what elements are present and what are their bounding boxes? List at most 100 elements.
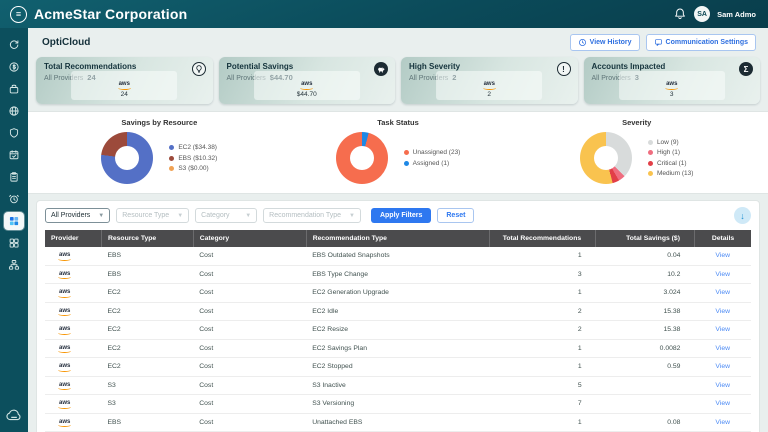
- view-link[interactable]: View: [715, 400, 731, 408]
- aws-logo: aws: [300, 81, 314, 90]
- cell-category: Cost: [193, 357, 307, 377]
- user-avatar[interactable]: SA: [694, 6, 711, 22]
- view-link[interactable]: View: [715, 289, 731, 297]
- recommendations-table: Provider Resource Type Category Recommen…: [45, 230, 751, 432]
- col-total-savings: Total Savings ($): [595, 230, 695, 247]
- cell-recommendation-type: EBS Type Change: [306, 265, 490, 284]
- chevron-down-icon: ▼: [177, 212, 184, 219]
- card-title: Accounts Impacted: [591, 62, 666, 71]
- sidebar-item-savings[interactable]: [4, 80, 24, 98]
- cell-total-recommendations: 3: [489, 265, 596, 284]
- sidebar-item-global[interactable]: [4, 102, 24, 120]
- cell-recommendation-type: EC2 Resize: [306, 320, 490, 340]
- legend-label: Unassigned (23): [412, 149, 461, 157]
- chart-legend: Low (9) High (1) Critical (1) Medium (13): [647, 139, 693, 177]
- sidebar-item-hierarchy[interactable]: [4, 256, 24, 274]
- cell-resource-type: EBS: [101, 247, 194, 266]
- app-title: AcmeStar Corporation: [34, 6, 188, 22]
- sidebar-item-alerts[interactable]: [4, 190, 24, 208]
- communication-settings-button[interactable]: Communication Settings: [645, 34, 756, 51]
- cell-resource-type: EC2: [101, 320, 194, 340]
- hierarchy-icon: [8, 260, 20, 270]
- cell-recommendation-type: EBS Outdated Snapshots: [306, 247, 490, 266]
- cell-category: Cost: [193, 339, 307, 358]
- aws-logo: aws: [57, 345, 72, 354]
- provider-breakdown-chip: aws 2: [436, 71, 543, 100]
- card-scope-label: All Providers: [591, 75, 631, 82]
- notifications-bell-icon[interactable]: [673, 7, 687, 21]
- cell-details: View: [694, 247, 751, 266]
- cell-recommendation-type: EC2 Idle: [306, 302, 490, 321]
- cell-resource-type: S3: [101, 376, 194, 395]
- sidebar-item-tasks[interactable]: [4, 146, 24, 164]
- sidebar-item-billing[interactable]: [4, 58, 24, 76]
- chip-value: 3: [669, 91, 674, 98]
- alert-icon: !: [556, 62, 571, 76]
- provider-breakdown-chip: aws 24: [71, 71, 178, 100]
- aws-logo: aws: [57, 289, 72, 298]
- cell-total-savings: 15.38: [595, 302, 695, 321]
- legend-item: Critical (1): [647, 160, 693, 167]
- category-filter-select: Category ▼: [195, 208, 258, 223]
- view-link[interactable]: View: [715, 252, 731, 260]
- cell-total-savings: 15.38: [595, 320, 695, 340]
- resource-type-placeholder: Resource Type: [122, 212, 170, 219]
- cell-total-recommendations: 2: [489, 302, 596, 321]
- view-link[interactable]: View: [715, 326, 731, 334]
- page-title: OptiCloud: [42, 37, 91, 48]
- chart-legend: EC2 ($34.38) EBS ($10.32) S3 ($0.00): [169, 144, 217, 172]
- cell-recommendation-type: Unattached EBS: [306, 413, 490, 432]
- chart-severity: Severity Low (9) High (1) Critical (1) Medi…: [517, 118, 756, 184]
- cell-category: Cost: [193, 376, 307, 395]
- download-icon[interactable]: ↓: [734, 207, 751, 224]
- view-link[interactable]: View: [715, 363, 731, 371]
- card-accounts-impacted: Accounts Impacted All Providers 3 Σ aws 3: [583, 57, 760, 104]
- aws-logo: aws: [117, 81, 132, 90]
- table-row: aws EC2 Cost EC2 Stopped 1 0.59 View: [45, 357, 751, 377]
- sidebar-item-sync[interactable]: [4, 36, 24, 54]
- cell-resource-type: EC2: [101, 357, 194, 377]
- cell-details: View: [694, 376, 751, 395]
- view-history-button[interactable]: View History: [569, 34, 640, 51]
- view-link[interactable]: View: [715, 418, 731, 426]
- view-link[interactable]: View: [715, 307, 731, 315]
- legend-dot: [647, 139, 653, 145]
- cell-details: View: [694, 357, 751, 377]
- legend-dot: [403, 150, 409, 156]
- col-category: Category: [193, 230, 307, 247]
- chevron-down-icon: ▼: [98, 212, 105, 219]
- card-title: High Severity: [409, 62, 461, 71]
- view-link[interactable]: View: [715, 270, 731, 278]
- legend-item: Assigned (1): [403, 160, 461, 167]
- cell-total-recommendations: 1: [489, 339, 596, 358]
- provider-filter-select[interactable]: All Providers ▼: [45, 208, 111, 223]
- shield-icon: [9, 128, 19, 138]
- cell-resource-type: EBS: [101, 413, 194, 432]
- sidebar-item-apps[interactable]: [4, 234, 24, 252]
- cell-provider: aws: [45, 357, 102, 377]
- view-link[interactable]: View: [715, 344, 731, 352]
- globe-icon: [9, 106, 19, 116]
- view-link[interactable]: View: [715, 381, 731, 389]
- table-row: aws EC2 Cost EC2 Generation Upgrade 1 3.024 Vi…: [45, 283, 751, 303]
- resource-type-filter-select: Resource Type ▼: [116, 208, 190, 223]
- cell-category: Cost: [193, 320, 307, 340]
- charts-section: Savings by Resource EC2 ($34.38) EBS ($10…: [28, 111, 768, 194]
- cell-resource-type: EC2: [101, 302, 194, 321]
- sidebar-item-inventory[interactable]: [4, 168, 24, 186]
- chip-value: 2: [487, 91, 492, 98]
- chart-title: Task Status: [377, 118, 419, 127]
- cell-details: View: [694, 283, 751, 303]
- reset-button[interactable]: Reset: [437, 208, 475, 223]
- cell-details: View: [694, 413, 751, 432]
- calendar-check-icon: [9, 150, 19, 160]
- sidebar-item-opticloud[interactable]: [4, 212, 24, 230]
- chart-legend: Unassigned (23) Assigned (1): [403, 149, 461, 167]
- cell-total-recommendations: 1: [489, 413, 596, 432]
- cell-total-savings: 0.04: [595, 247, 695, 266]
- apply-filters-button[interactable]: Apply Filters: [370, 208, 432, 223]
- filter-bar: All Providers ▼ Resource Type ▼ Category ▼ …: [45, 207, 751, 224]
- sidebar-item-security[interactable]: [4, 124, 24, 142]
- recommendations-panel: All Providers ▼ Resource Type ▼ Category ▼ …: [36, 200, 760, 432]
